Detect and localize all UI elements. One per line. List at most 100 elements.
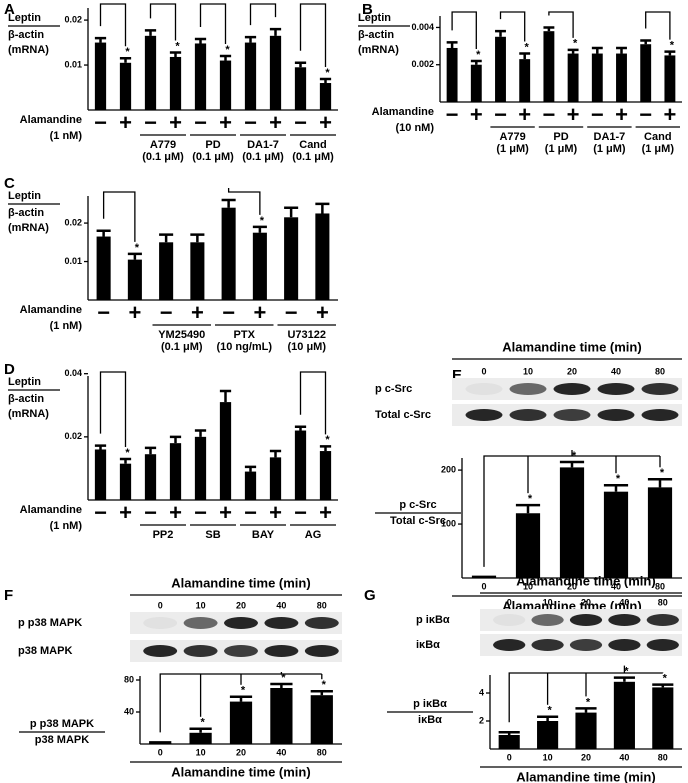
bar (221, 207, 236, 300)
significance-mark: * (660, 467, 665, 479)
error-bar (446, 41, 458, 48)
y-tick-label: 0.01 (64, 256, 82, 266)
blot-label: p c-Src (375, 383, 412, 395)
blot-band (553, 383, 591, 395)
group-label: PTX (234, 329, 256, 341)
bar (94, 449, 107, 500)
significance-mark: * (663, 673, 668, 685)
error-bar (194, 429, 207, 437)
lane-label: 80 (317, 600, 327, 610)
error-bar (229, 695, 253, 702)
bar (567, 53, 579, 102)
blot-band (641, 409, 679, 421)
x-tick-label: + (253, 300, 266, 325)
blot-band (641, 383, 679, 395)
bar (315, 213, 330, 300)
y-tick-label: 0.004 (411, 22, 434, 32)
y-axis-label: iκBα (418, 714, 442, 726)
blot-band (509, 409, 547, 421)
group-label: (0.1 μM) (242, 151, 284, 163)
y-tick-label: 2 (479, 715, 484, 725)
y-axis-label: (mRNA) (8, 222, 49, 234)
x-tick-label: + (470, 102, 483, 127)
x-tick-label: − (591, 102, 604, 127)
group-label: (1 μM) (593, 143, 626, 155)
blot-band (183, 617, 218, 629)
blot-band (553, 409, 591, 421)
y-axis-label: (mRNA) (8, 44, 49, 56)
x-tick-label: − (97, 300, 110, 325)
bracket (508, 672, 663, 723)
error-bar (190, 233, 205, 243)
blot-band (569, 639, 603, 651)
bracket (102, 191, 136, 242)
bar (613, 681, 635, 749)
error-bar (652, 683, 674, 688)
blot-label: iκBα (416, 639, 440, 651)
x-tick-label: + (269, 500, 282, 525)
x-tick-label: 0 (481, 581, 486, 591)
y-axis-label: Leptin (8, 190, 41, 202)
blot-band (224, 645, 258, 657)
error-bar (315, 202, 330, 214)
treatment-label: (1 nM) (50, 320, 83, 332)
x-tick-label: + (615, 102, 628, 127)
x-tick-label: + (128, 300, 141, 325)
x-tick-label: 0 (158, 747, 163, 757)
significance-mark: * (547, 705, 552, 717)
group-label: (10 μM) (287, 341, 326, 353)
bracket (645, 11, 671, 40)
group-label: A779 (150, 139, 176, 151)
bar (664, 55, 676, 102)
bar (515, 513, 541, 578)
error-bar (471, 575, 497, 579)
group-label: YM25490 (158, 329, 205, 341)
title: Alamandine time (min) (171, 575, 310, 590)
group-label: (1 μM) (642, 143, 675, 155)
bar (229, 701, 253, 744)
bracket (99, 371, 127, 447)
bar (96, 236, 111, 300)
x-tick-label: + (518, 102, 531, 127)
panel-letter: D (4, 361, 15, 378)
x-tick-label: 80 (317, 747, 327, 757)
blot-band (264, 617, 299, 629)
x-tick-label: − (194, 110, 207, 135)
blot-band (465, 383, 503, 395)
blot-band (531, 614, 564, 626)
significance-mark: * (241, 685, 246, 697)
bar (446, 47, 458, 102)
significance-mark: * (200, 717, 205, 729)
bar (616, 53, 627, 102)
blot-band (183, 645, 218, 657)
error-bar (616, 46, 627, 54)
error-bar (244, 465, 257, 472)
x-tick-label: + (219, 110, 232, 135)
significance-mark: * (528, 493, 533, 505)
error-bar (144, 446, 157, 455)
blot-label: p p38 MAPK (18, 617, 82, 629)
bracket (299, 3, 327, 67)
x-tick-label: 80 (655, 581, 665, 591)
x-tick-label: + (119, 110, 132, 135)
error-bar (270, 682, 293, 688)
error-bar (519, 52, 531, 60)
x-tick-label: 20 (567, 581, 577, 591)
bar (319, 451, 332, 500)
error-bar (119, 457, 132, 464)
lane-label: 10 (523, 366, 533, 376)
lane-label: 40 (611, 366, 621, 376)
treatment-label: (10 nM) (396, 122, 435, 134)
error-bar (319, 77, 332, 84)
bar (270, 688, 293, 744)
x-tick-label: − (244, 500, 257, 525)
x-tick-label: + (319, 500, 332, 525)
blot-band (531, 639, 564, 651)
y-axis-label: p38 MAPK (35, 734, 89, 746)
y-axis-label: β-actin (8, 393, 44, 405)
error-bar (169, 435, 182, 444)
y-tick-label: 0.02 (64, 14, 82, 24)
y-axis-label: p iκBα (413, 698, 447, 710)
error-bar (189, 727, 212, 733)
x-tick-label: 10 (523, 581, 533, 591)
